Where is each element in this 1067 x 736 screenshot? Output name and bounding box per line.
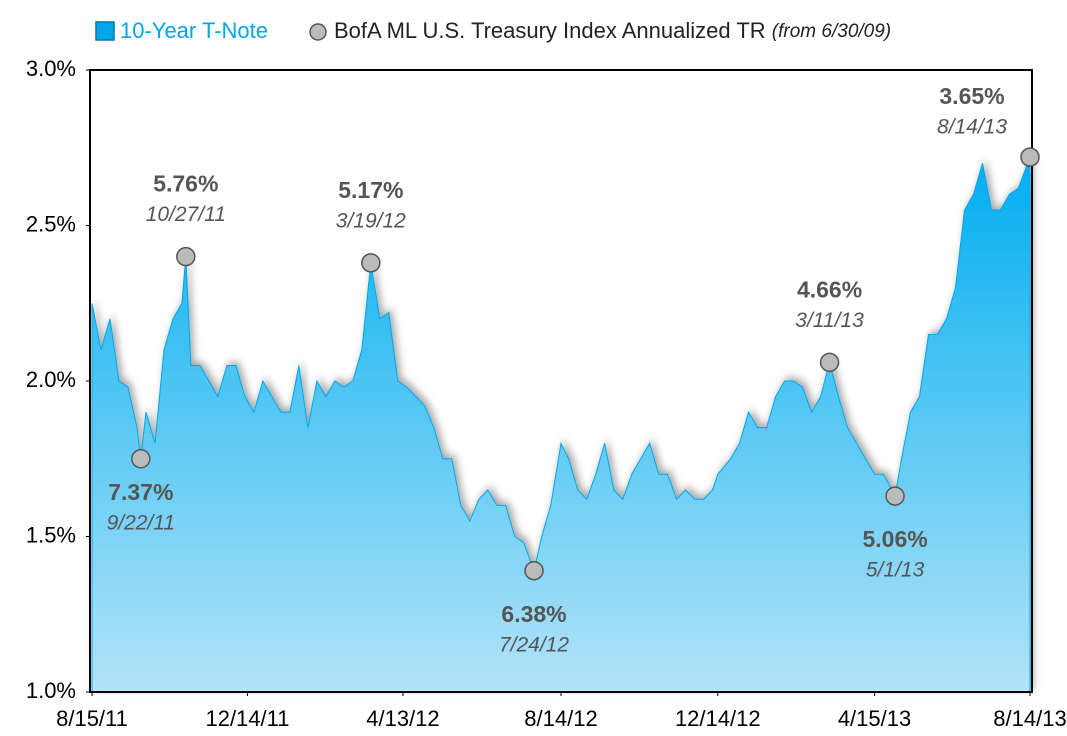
marker-value: 5.76% xyxy=(153,171,218,197)
y-tick-label: 2.0% xyxy=(26,367,76,392)
legend-label: 10-Year T-Note xyxy=(120,18,268,43)
marker xyxy=(885,486,905,506)
marker-value: 5.17% xyxy=(338,177,403,203)
marker-date: 5/1/13 xyxy=(866,559,925,582)
marker xyxy=(176,246,196,267)
marker-date: 7/24/12 xyxy=(499,633,569,656)
legend-swatch xyxy=(95,21,115,41)
legend-label: BofA ML U.S. Treasury Index Annualized T… xyxy=(334,18,891,43)
marker-date: 10/27/11 xyxy=(146,203,226,226)
legend-note: (from 6/30/09) xyxy=(772,21,891,42)
y-tick-label: 3.0% xyxy=(26,56,76,81)
legend-marker xyxy=(309,23,327,41)
x-tick-label: 4/13/12 xyxy=(366,706,439,731)
x-tick-label: 8/14/12 xyxy=(524,706,597,731)
marker-value: 7.37% xyxy=(108,479,173,505)
marker-date: 3/11/13 xyxy=(795,309,864,332)
x-tick-label: 12/14/12 xyxy=(675,706,761,731)
marker-value: 3.65% xyxy=(939,83,1004,109)
plot-frame xyxy=(89,69,1033,693)
marker-value: 6.38% xyxy=(501,601,566,627)
x-tick-label: 12/14/11 xyxy=(205,706,289,731)
marker xyxy=(819,352,840,373)
x-tick-label: 8/15/11 xyxy=(56,706,128,731)
marker-value: 5.06% xyxy=(862,526,927,552)
y-tick-label: 2.5% xyxy=(26,211,76,236)
marker xyxy=(131,449,151,469)
x-tick-label: 8/14/13 xyxy=(993,706,1066,731)
marker-value: 4.66% xyxy=(797,276,862,302)
marker xyxy=(524,560,544,581)
marker-date: 8/14/13 xyxy=(937,116,1007,139)
y-tick-label: 1.0% xyxy=(26,678,76,703)
y-tick-label: 1.5% xyxy=(26,522,76,547)
legend-text: BofA ML U.S. Treasury Index Annualized T… xyxy=(334,18,766,43)
marker xyxy=(1020,147,1040,167)
marker-date: 3/19/12 xyxy=(336,209,406,232)
x-tick-label: 4/15/13 xyxy=(838,706,911,731)
marker xyxy=(361,253,381,273)
marker-date: 9/22/11 xyxy=(107,511,176,534)
